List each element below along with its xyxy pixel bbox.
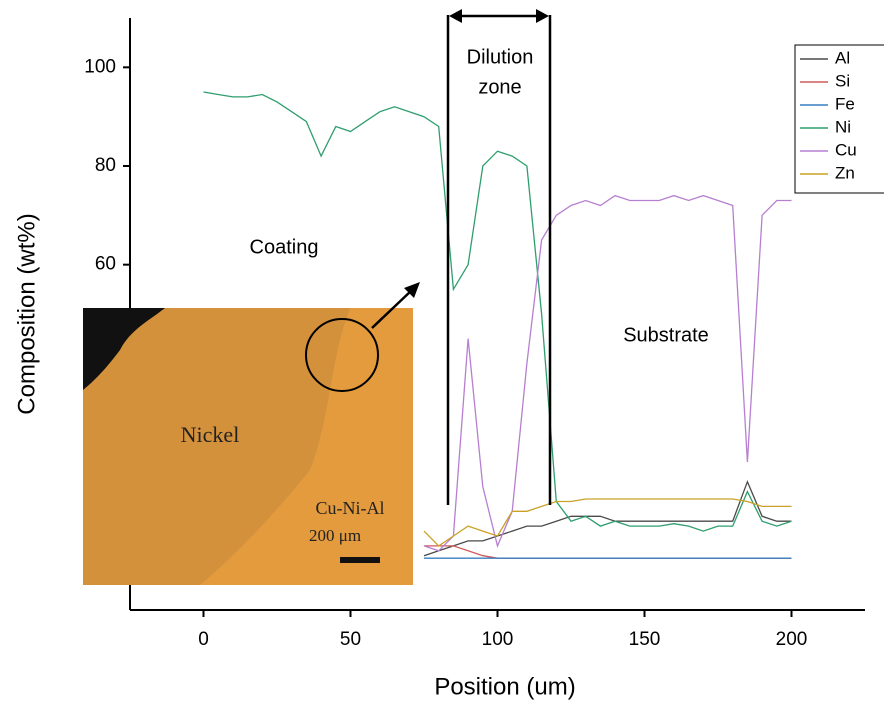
legend-label: Ni [835, 117, 851, 136]
annotation: zone [478, 76, 521, 98]
plot-area: 60 80 100 0 50 100 150 200 [84, 18, 865, 650]
annotation: Dilution [467, 46, 534, 68]
series-line [203, 91, 792, 532]
y-tick-label: 60 [95, 254, 116, 275]
series-line [424, 545, 792, 559]
annotation: Substrate [623, 324, 709, 346]
series-line [423, 498, 792, 547]
legend-label: Al [835, 48, 850, 67]
x-tick-label: 50 [340, 629, 361, 650]
legend: Al Si Fe Ni Cu Zn [794, 44, 884, 194]
dark-region [83, 308, 165, 390]
series-line [423, 479, 792, 557]
inset-label: 200 μm [309, 526, 361, 545]
x-tick-label: 150 [629, 629, 661, 650]
y-axis-title: Composition (wt%) [13, 213, 40, 414]
x-tick-label: 200 [776, 629, 808, 650]
arrow-head [449, 9, 462, 23]
highlight-circle [305, 318, 379, 392]
legend-label: Fe [835, 94, 855, 113]
inset-label: Cu-Ni-Al [316, 498, 385, 518]
x-tick-label: 0 [198, 629, 209, 650]
legend-label: Zn [835, 163, 855, 182]
legend-box [794, 44, 884, 194]
arrow-head [536, 9, 549, 23]
x-axis-title: Position (um) [434, 673, 575, 700]
y-tick-label: 100 [84, 56, 116, 77]
legend-label: Cu [835, 140, 857, 159]
arrow-head [404, 282, 420, 298]
nickel-region [83, 308, 350, 585]
x-tick-label: 100 [482, 629, 514, 650]
annotation: Coating [250, 236, 319, 258]
dilution-bracket [446, 9, 552, 505]
series-line [423, 194, 792, 552]
inset-label: Nickel [181, 422, 240, 447]
pointer-arrow [371, 289, 413, 329]
inset-micrograph: Nickel Cu-Ni-Al 200 μm [83, 282, 420, 585]
y-tick-label: 80 [95, 155, 116, 176]
legend-label: Si [835, 71, 850, 90]
